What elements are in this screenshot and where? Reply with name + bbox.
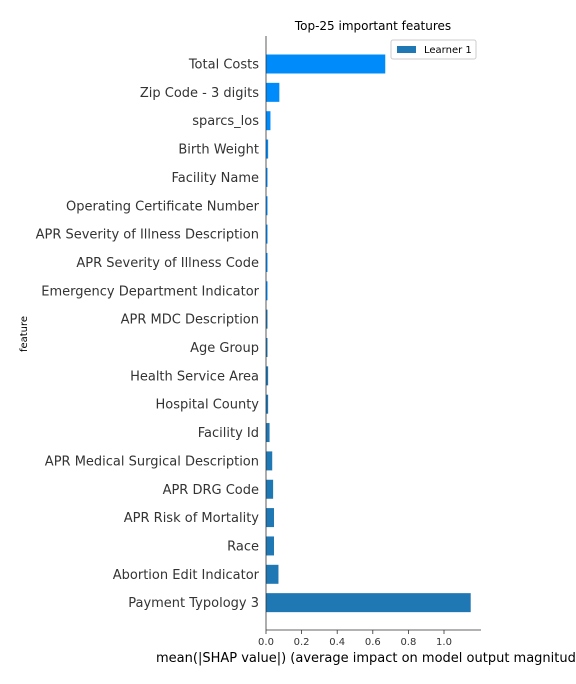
category-label: Total Costs bbox=[188, 58, 259, 73]
bar bbox=[266, 54, 386, 74]
category-label: Emergency Department Indicator bbox=[41, 284, 259, 299]
bar bbox=[266, 394, 269, 414]
category-label: APR Severity of Illness Code bbox=[76, 256, 259, 271]
bar bbox=[266, 252, 268, 272]
category-label: Facility Id bbox=[198, 426, 259, 441]
bar bbox=[266, 111, 271, 131]
y-axis-label: feature bbox=[19, 316, 30, 352]
category-label: Birth Weight bbox=[178, 143, 259, 158]
category-label: Operating Certificate Number bbox=[66, 199, 260, 214]
bar bbox=[266, 224, 268, 244]
category-label: APR Medical Surgical Description bbox=[45, 454, 259, 469]
bar bbox=[266, 536, 275, 556]
bar bbox=[266, 564, 279, 584]
x-tick-label: 0.8 bbox=[400, 637, 416, 648]
bar bbox=[266, 508, 275, 528]
x-tick-label: 1.0 bbox=[436, 637, 452, 648]
category-label-group: Total Costs Zip Code - 3 digits sparcs_los… bbox=[36, 58, 260, 612]
category-label: Health Service Area bbox=[130, 369, 259, 384]
legend-label: Learner 1 bbox=[424, 45, 472, 56]
bar bbox=[266, 167, 268, 187]
legend-swatch bbox=[397, 46, 416, 53]
legend: Learner 1 bbox=[390, 39, 477, 60]
x-tick-label: 0.2 bbox=[294, 637, 310, 648]
category-label: Payment Typology 3 bbox=[128, 596, 259, 611]
bar bbox=[266, 139, 269, 159]
category-label: APR MDC Description bbox=[121, 313, 259, 328]
bar-group bbox=[266, 54, 471, 613]
category-label: Zip Code - 3 digits bbox=[140, 86, 259, 101]
bar bbox=[266, 338, 268, 357]
x-tick-label: 0.0 bbox=[258, 637, 274, 648]
bar bbox=[266, 593, 471, 613]
x-tick-label: 0.4 bbox=[329, 637, 345, 648]
legend-box bbox=[390, 39, 477, 60]
category-label: Hospital County bbox=[156, 398, 260, 413]
bar bbox=[266, 366, 269, 386]
category-label: Facility Name bbox=[171, 171, 259, 186]
x-axis-label: mean(|SHAP value|) (average impact on mo… bbox=[156, 651, 576, 666]
category-label: APR DRG Code bbox=[163, 483, 259, 498]
bar bbox=[266, 281, 268, 301]
category-label: sparcs_los bbox=[192, 114, 259, 129]
bar bbox=[266, 196, 268, 216]
bar bbox=[266, 82, 280, 102]
chart-title: Top-25 important features bbox=[294, 19, 451, 33]
category-label: Race bbox=[227, 539, 259, 554]
bar bbox=[266, 479, 274, 499]
bar bbox=[266, 451, 273, 471]
x-tick-label: 0.6 bbox=[365, 637, 381, 648]
category-label: Age Group bbox=[190, 341, 259, 356]
category-label: APR Severity of Illness Description bbox=[36, 228, 259, 243]
x-tick-group: 0.0 0.2 0.4 0.6 0.8 1.0 bbox=[258, 630, 452, 648]
category-label: APR Risk of Mortality bbox=[124, 511, 260, 526]
category-label: Abortion Edit Indicator bbox=[113, 568, 260, 583]
bar bbox=[266, 423, 270, 443]
bar bbox=[266, 309, 268, 329]
